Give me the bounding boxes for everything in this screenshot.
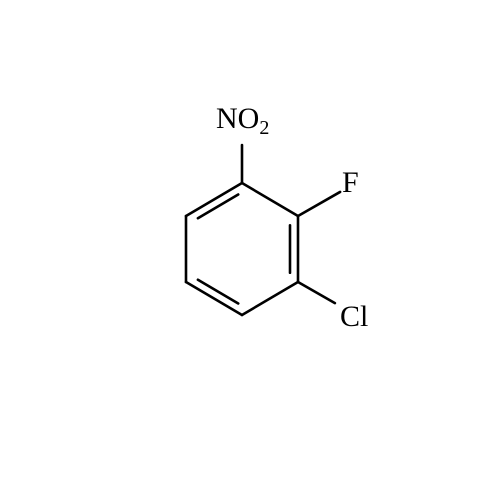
bond bbox=[242, 183, 298, 216]
bond bbox=[298, 282, 335, 303]
label-cl: Cl bbox=[340, 300, 368, 333]
label-no2: NO2 bbox=[216, 102, 269, 139]
bond bbox=[298, 192, 340, 216]
bond bbox=[242, 282, 298, 315]
label-f: F bbox=[342, 166, 359, 199]
molecule-diagram: NO2 F Cl bbox=[0, 0, 500, 500]
bond bbox=[186, 282, 242, 315]
bond bbox=[186, 183, 242, 216]
